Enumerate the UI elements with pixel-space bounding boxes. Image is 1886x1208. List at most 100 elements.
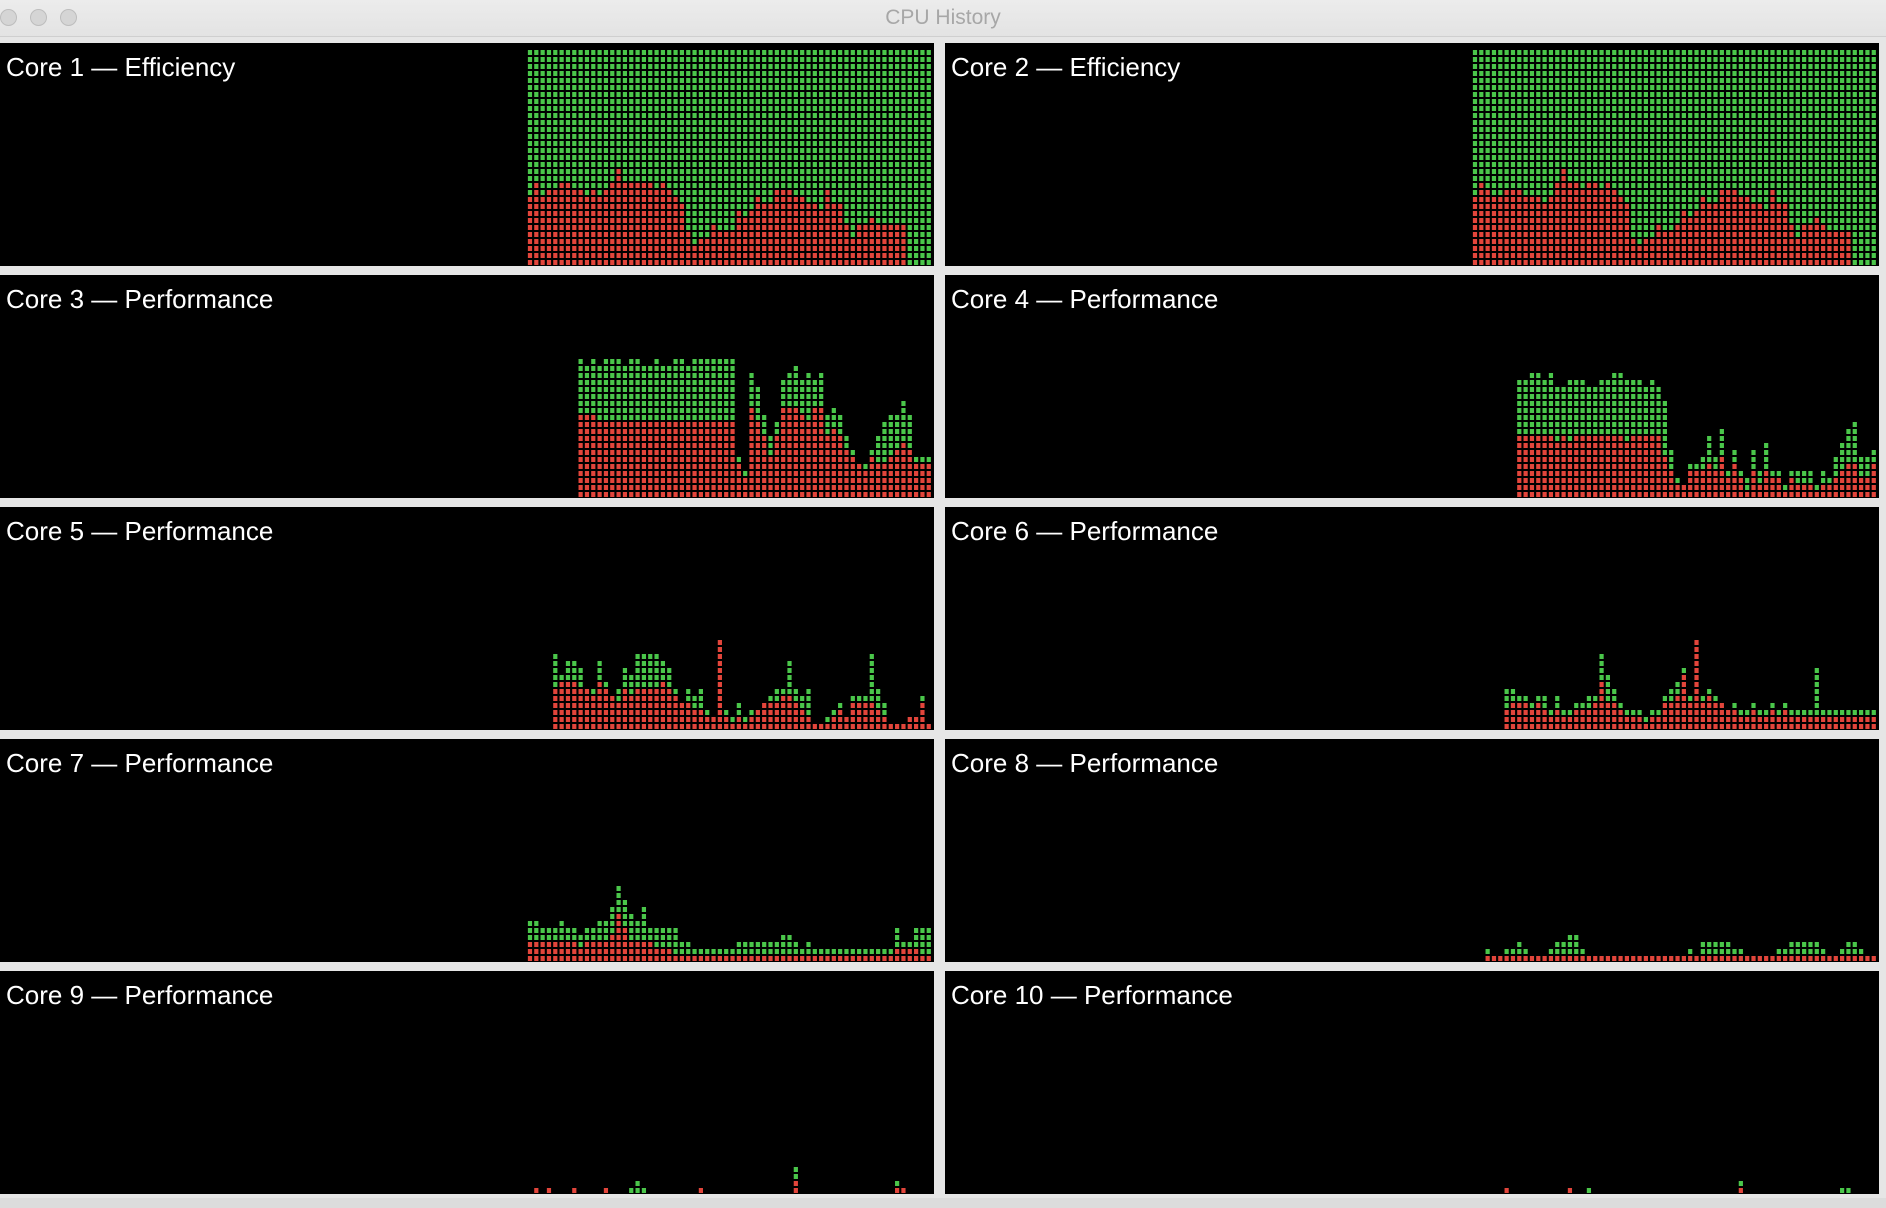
user-load-cell [914, 64, 919, 69]
user-load-cell [635, 162, 640, 167]
user-load-cell [1827, 71, 1832, 76]
user-load-cell [825, 120, 830, 125]
system-load-cell [806, 225, 811, 230]
user-load-cell [1681, 113, 1686, 118]
close-button[interactable] [0, 9, 17, 26]
system-load-cell [831, 239, 836, 244]
user-load-cell [787, 92, 792, 97]
system-load-cell [1732, 225, 1737, 230]
user-load-cell [1681, 183, 1686, 188]
system-load-cell [793, 450, 798, 455]
user-load-cell [1827, 155, 1832, 160]
user-load-cell [1694, 183, 1699, 188]
user-load-cell [1574, 106, 1579, 111]
user-load-cell [806, 71, 811, 76]
user-load-cell [1700, 99, 1705, 104]
title-bar[interactable]: CPU History [0, 0, 1886, 37]
system-load-cell [1485, 246, 1490, 251]
user-load-cell [1802, 218, 1807, 223]
user-load-cell [717, 204, 722, 209]
user-load-cell [1574, 78, 1579, 83]
user-load-cell [876, 113, 881, 118]
user-load-cell [1764, 134, 1769, 139]
user-load-cell [654, 373, 659, 378]
user-load-cell [565, 120, 571, 125]
user-load-cell [546, 155, 552, 160]
system-load-cell [781, 260, 786, 265]
system-load-cell [1605, 197, 1611, 202]
user-load-cell [1707, 113, 1712, 118]
system-load-cell [888, 232, 893, 237]
system-load-cell [591, 450, 596, 455]
user-load-cell [1840, 57, 1845, 62]
user-load-cell [1675, 162, 1680, 167]
user-load-cell [622, 50, 628, 55]
user-load-cell [825, 422, 830, 427]
user-load-cell [698, 387, 703, 392]
system-load-cell [755, 457, 760, 462]
user-load-cell [838, 78, 843, 83]
system-load-cell [679, 253, 684, 258]
user-load-cell [1491, 183, 1497, 188]
user-load-cell [1624, 71, 1629, 76]
minimize-button[interactable] [30, 9, 47, 26]
user-load-cell [597, 85, 602, 90]
system-load-cell [1510, 197, 1516, 202]
user-load-cell [534, 64, 539, 69]
system-load-cell [838, 492, 843, 497]
user-load-cell [876, 148, 881, 153]
user-load-cell [774, 422, 779, 427]
user-load-cell [1707, 162, 1712, 167]
user-load-cell [686, 197, 691, 202]
user-load-cell [534, 78, 539, 83]
system-load-cell [1605, 211, 1611, 216]
user-load-cell [686, 176, 691, 181]
history-column [1631, 50, 1636, 265]
user-load-cell [603, 134, 609, 139]
user-load-cell [1776, 197, 1781, 202]
system-load-cell [629, 190, 634, 195]
user-load-cell [603, 120, 609, 125]
user-load-cell [1650, 85, 1655, 90]
user-load-cell [1821, 162, 1826, 167]
user-load-cell [1738, 141, 1743, 146]
system-load-cell [1517, 239, 1522, 244]
system-load-cell [812, 246, 817, 251]
system-load-cell [1498, 239, 1503, 244]
user-load-cell [1580, 71, 1585, 76]
system-load-cell [1795, 246, 1800, 251]
user-load-cell [1827, 120, 1832, 125]
user-load-cell [1713, 134, 1718, 139]
system-load-cell [1732, 190, 1737, 195]
user-load-cell [679, 155, 684, 160]
system-load-cell [591, 225, 596, 230]
user-load-cell [597, 64, 602, 69]
user-load-cell [540, 57, 545, 62]
system-load-cell [736, 492, 741, 497]
user-load-cell [711, 127, 716, 132]
user-load-cell [698, 373, 703, 378]
user-load-cell [705, 197, 710, 202]
user-load-cell [882, 204, 887, 209]
system-load-cell [1491, 211, 1497, 216]
user-load-cell [527, 155, 533, 160]
user-load-cell [641, 176, 647, 181]
user-load-cell [1510, 120, 1516, 125]
system-load-cell [1751, 211, 1756, 216]
user-load-cell [1808, 141, 1813, 146]
history-column [1485, 50, 1490, 265]
system-load-cell [534, 253, 539, 258]
user-load-cell [1561, 106, 1566, 111]
zoom-button[interactable] [60, 9, 77, 26]
user-load-cell [869, 450, 874, 455]
user-load-cell [717, 408, 722, 413]
user-load-cell [1713, 64, 1718, 69]
system-load-cell [1719, 239, 1724, 244]
user-load-cell [762, 169, 767, 174]
user-load-cell [1859, 92, 1864, 97]
system-load-cell [1479, 239, 1484, 244]
history-column [1605, 50, 1611, 265]
user-load-cell [1510, 134, 1516, 139]
system-load-cell [1669, 253, 1674, 258]
user-load-cell [1827, 211, 1832, 216]
